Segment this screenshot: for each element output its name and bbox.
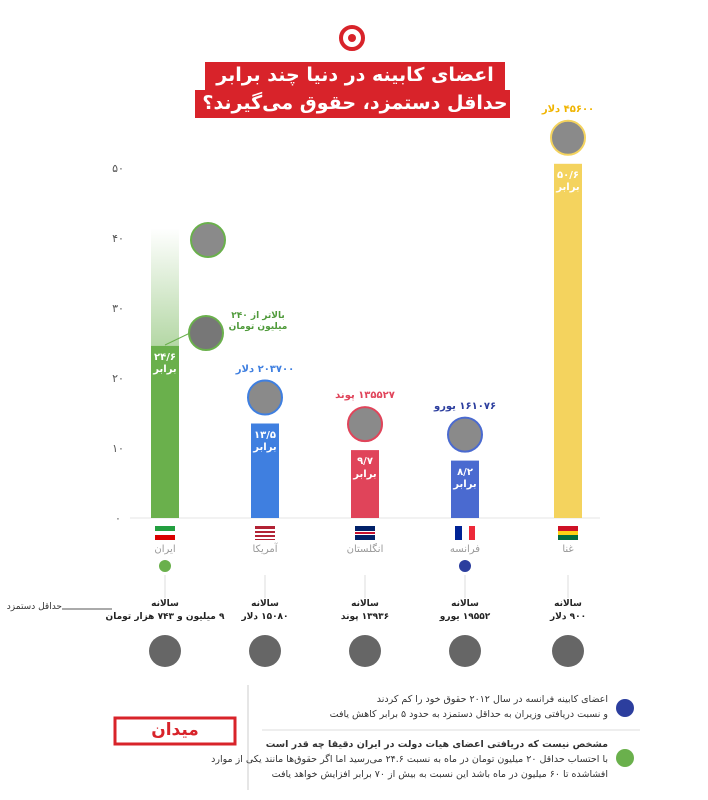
y-tick-label: ۰ xyxy=(115,512,121,525)
wage-value: ۱۳۹۳۶ پوند xyxy=(340,612,390,622)
chart-title: حداقل دستمزد، حقوق می‌گیرند؟ xyxy=(202,92,508,114)
y-tick-label: ۵۰ xyxy=(112,162,124,175)
minister-photo xyxy=(550,119,586,156)
flag xyxy=(155,526,175,531)
bar xyxy=(451,460,479,518)
y-tick-label: ۴۰ xyxy=(112,232,124,245)
flag xyxy=(558,531,578,535)
flag xyxy=(558,526,578,531)
y-tick-label: ۳۰ xyxy=(112,302,124,315)
minister-photo xyxy=(447,416,483,453)
wage-value: ۱۵۰۸۰ دلار xyxy=(241,612,289,622)
flag xyxy=(255,529,275,531)
worker-photo xyxy=(449,635,481,667)
value-label: ۲۴/۶ برابر xyxy=(153,351,177,376)
worker-photo xyxy=(349,635,381,667)
wage-value: ۱۹۵۵۲ یورو xyxy=(439,612,491,622)
flag xyxy=(255,533,275,535)
annotation: ۲۰۳۷۰۰ دلار xyxy=(235,363,295,375)
minister-photo xyxy=(247,379,283,416)
value-label: ۱۳/۵ برابر xyxy=(253,429,277,454)
country-icon xyxy=(459,560,471,572)
wage-axis-label: حداقل دستمزد xyxy=(6,602,62,612)
flag xyxy=(558,535,578,540)
flag xyxy=(469,526,475,540)
value-label: ۹/۷ برابر xyxy=(353,456,377,480)
y-tick-label: ۱۰ xyxy=(112,442,124,455)
flag xyxy=(355,532,375,534)
note-icon xyxy=(616,699,634,717)
bar xyxy=(351,450,379,518)
annotation: ۱۶۱۰۷۶ یورو xyxy=(433,400,497,412)
annotation: ۱۳۵۵۲۷ پوند xyxy=(335,390,395,402)
flag xyxy=(155,535,175,540)
annotation: ۴۵۶۰۰ دلار xyxy=(541,103,595,115)
wage-period: سالانه xyxy=(554,599,582,609)
value-label: ۵۰/۶ برابر xyxy=(556,169,580,194)
minister-photo xyxy=(188,315,224,351)
flag xyxy=(255,537,275,539)
logo-ring xyxy=(339,25,365,51)
minister-photo xyxy=(190,222,226,258)
title-box xyxy=(195,90,510,118)
footnote: افشاشده تا ۶۰ میلیون در ماه باشد این نسب… xyxy=(271,769,608,780)
footnote: مشخص نیست که دریافتی اعضای هیات دولت در … xyxy=(265,739,608,750)
wage-value: ۹۰۰ دلار xyxy=(549,612,587,622)
leader xyxy=(164,332,191,346)
value-label: ۸/۲ برابر xyxy=(453,466,477,491)
footnote: اعضای کابینه فرانسه در سال ۲۰۱۲ حقوق خود… xyxy=(376,694,608,705)
footnote: با احتساب حداقل ۲۰ میلیون تومان در ماه ب… xyxy=(211,754,608,765)
wage-period: سالانه xyxy=(151,599,179,609)
flag xyxy=(155,531,175,535)
wage-period: سالانه xyxy=(451,599,479,609)
wage-value: ۹ میلیون و ۷۴۳ هزار تومان xyxy=(105,612,225,622)
logo-text: میدان xyxy=(151,720,199,740)
flag xyxy=(462,526,469,540)
annotation: بالاتر از ۲۴۰ میلیون تومان xyxy=(228,311,288,333)
title-box xyxy=(205,62,505,90)
logo-dot xyxy=(348,34,356,42)
worker-photo xyxy=(552,635,584,667)
country-label: فرانسه xyxy=(449,544,481,555)
country-label: غنا xyxy=(562,544,574,555)
bar xyxy=(151,345,179,518)
worker-photo xyxy=(149,635,181,667)
wage-period: سالانه xyxy=(351,599,379,609)
bar xyxy=(554,163,582,519)
note-icon xyxy=(616,749,634,767)
logo-box xyxy=(113,716,237,746)
bar-extension xyxy=(151,228,179,346)
minister-photo xyxy=(347,406,383,443)
country-icon xyxy=(159,560,171,572)
y-tick-label: ۲۰ xyxy=(112,372,124,385)
wage-period: سالانه xyxy=(251,599,279,609)
country-label: ایران xyxy=(154,544,176,555)
bar xyxy=(251,423,279,518)
chart-title: اعضای کابینه در دنیا چند برابر xyxy=(216,64,494,86)
country-label: انگلستان xyxy=(346,544,384,555)
country-label: آمریکا xyxy=(252,544,278,555)
worker-photo xyxy=(249,635,281,667)
footnote: و نسبت دریافتی وزیران به حداقل دستمزد به… xyxy=(329,709,608,720)
